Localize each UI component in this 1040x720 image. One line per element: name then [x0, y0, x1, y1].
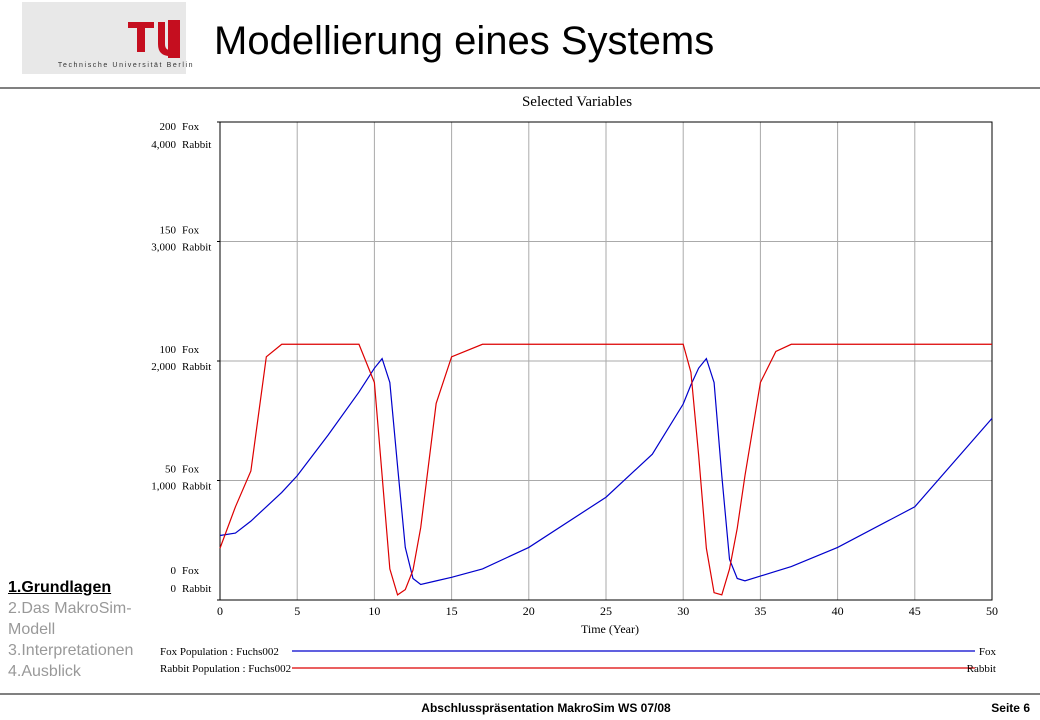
page-number: Seite 6 — [991, 701, 1030, 715]
legend-label: Rabbit Population : Fuchs002 — [160, 663, 291, 675]
plot-frame — [219, 121, 993, 601]
y-tick-label: 200 — [160, 121, 177, 133]
y2-tick-series: Rabbit — [182, 139, 211, 151]
y2-tick-label: 3,000 — [151, 242, 176, 254]
nav-item[interactable]: 3.Interpretationen — [8, 642, 134, 659]
logo-text: Technische Universität Berlin — [58, 62, 194, 69]
y-tick-series: Fox — [182, 225, 200, 237]
y-tick-series: Fox — [182, 121, 200, 133]
logo-mark — [168, 20, 180, 58]
legend-name: Fox — [979, 646, 997, 658]
y2-tick-series: Rabbit — [182, 583, 211, 595]
nav: 1.Grundlagen 2.Das MakroSim-Modell 3.Inter… — [8, 577, 160, 682]
x-tick-label: 45 — [909, 604, 921, 618]
y2-tick-label: 4,000 — [151, 139, 176, 151]
y2-tick-series: Rabbit — [182, 361, 211, 373]
y-tick-label: 150 — [160, 225, 177, 237]
legend-label: Fox Population : Fuchs002 — [160, 646, 279, 658]
y2-tick-series: Rabbit — [182, 242, 211, 254]
y-tick-series: Fox — [182, 344, 200, 356]
x-tick-label: 10 — [368, 604, 380, 618]
nav-item[interactable]: 2.Das MakroSim-Modell — [8, 600, 132, 638]
y2-tick-label: 2,000 — [151, 361, 176, 373]
y-tick-label: 100 — [160, 344, 177, 356]
x-tick-label: 25 — [600, 604, 612, 618]
series-line — [219, 343, 992, 596]
x-tick-label: 5 — [294, 604, 300, 618]
y2-tick-series: Rabbit — [182, 481, 211, 493]
nav-item[interactable]: 1.Grundlagen — [8, 579, 112, 596]
slide-title: Modellierung eines Systems — [214, 19, 714, 63]
x-axis-label: Time (Year) — [581, 622, 639, 636]
series-line — [219, 357, 993, 586]
y-tick-series: Fox — [182, 464, 200, 476]
logo-mark — [128, 22, 170, 56]
x-tick-label: 40 — [832, 604, 844, 618]
x-tick-label: 20 — [523, 604, 535, 618]
y-tick-label: 0 — [171, 565, 177, 577]
legend-name: Rabbit — [967, 663, 996, 675]
x-tick-label: 0 — [217, 604, 223, 618]
footer-text: Abschlusspräsentation MakroSim WS 07/08 — [421, 701, 671, 715]
y2-tick-label: 1,000 — [151, 481, 176, 493]
chart-title: Selected Variables — [522, 94, 632, 110]
x-tick-label: 30 — [677, 604, 689, 618]
x-tick-label: 50 — [986, 604, 998, 618]
x-tick-label: 35 — [754, 604, 766, 618]
nav-item[interactable]: 4.Ausblick — [8, 663, 81, 680]
y-tick-label: 50 — [165, 464, 177, 476]
y2-tick-label: 0 — [171, 583, 177, 595]
x-tick-label: 15 — [446, 604, 458, 618]
y-tick-series: Fox — [182, 565, 200, 577]
